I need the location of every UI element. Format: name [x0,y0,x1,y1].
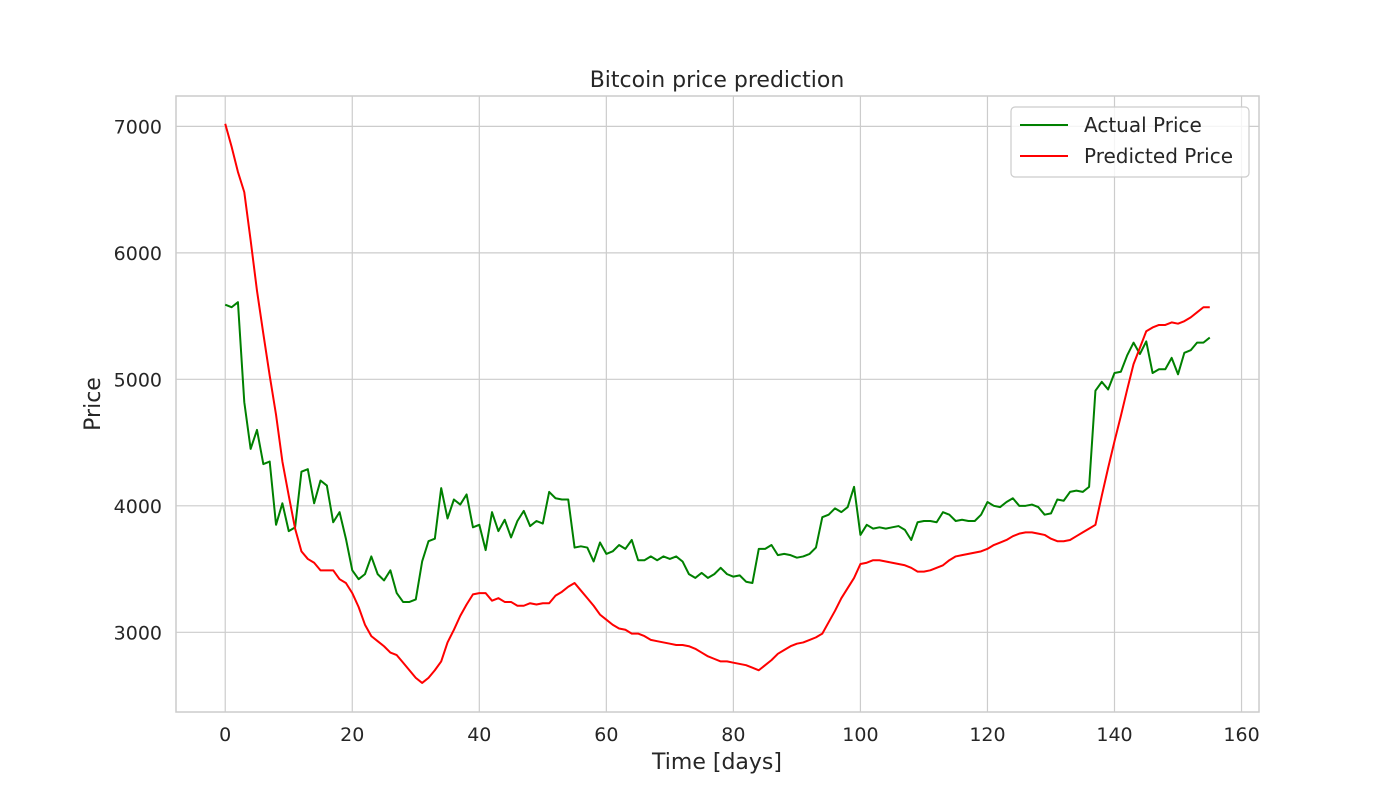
x-tick-label: 160 [1223,724,1259,746]
x-tick-label: 120 [969,724,1005,746]
x-tick-label: 140 [1096,724,1132,746]
y-axis-title: Price [81,377,106,431]
legend-box [1010,106,1250,178]
tick-labels: 0 20 40 60 80 100 120 140 160 3000 4000 5000 6000 700… [114,116,1260,746]
y-tick-label: 5000 [114,369,162,391]
chart-title: Bitcoin price prediction [590,68,845,93]
series-line-actual-price [224,301,1211,603]
x-tick-label: 60 [594,724,618,746]
x-tick-label: 80 [721,724,745,746]
legend-label-actual: Actual Price [1084,113,1202,137]
y-tick-label: 4000 [114,496,162,518]
y-tick-label: 7000 [114,116,162,138]
series-lines [224,123,1211,684]
x-tick-label: 0 [219,724,231,746]
series-line-predicted-price [224,123,1210,684]
plot-area-border [175,95,1260,713]
x-tick-label: 40 [467,724,491,746]
legend: Actual Price Predicted Price [1010,106,1250,178]
y-tick-label: 3000 [114,622,162,644]
x-tick-label: 20 [340,724,364,746]
legend-label-predicted: Predicted Price [1084,144,1233,168]
x-tick-label: 100 [842,724,878,746]
x-axis-title: Time [days] [651,750,782,775]
plot-area-background [176,96,1259,712]
y-tick-label: 6000 [114,243,162,265]
